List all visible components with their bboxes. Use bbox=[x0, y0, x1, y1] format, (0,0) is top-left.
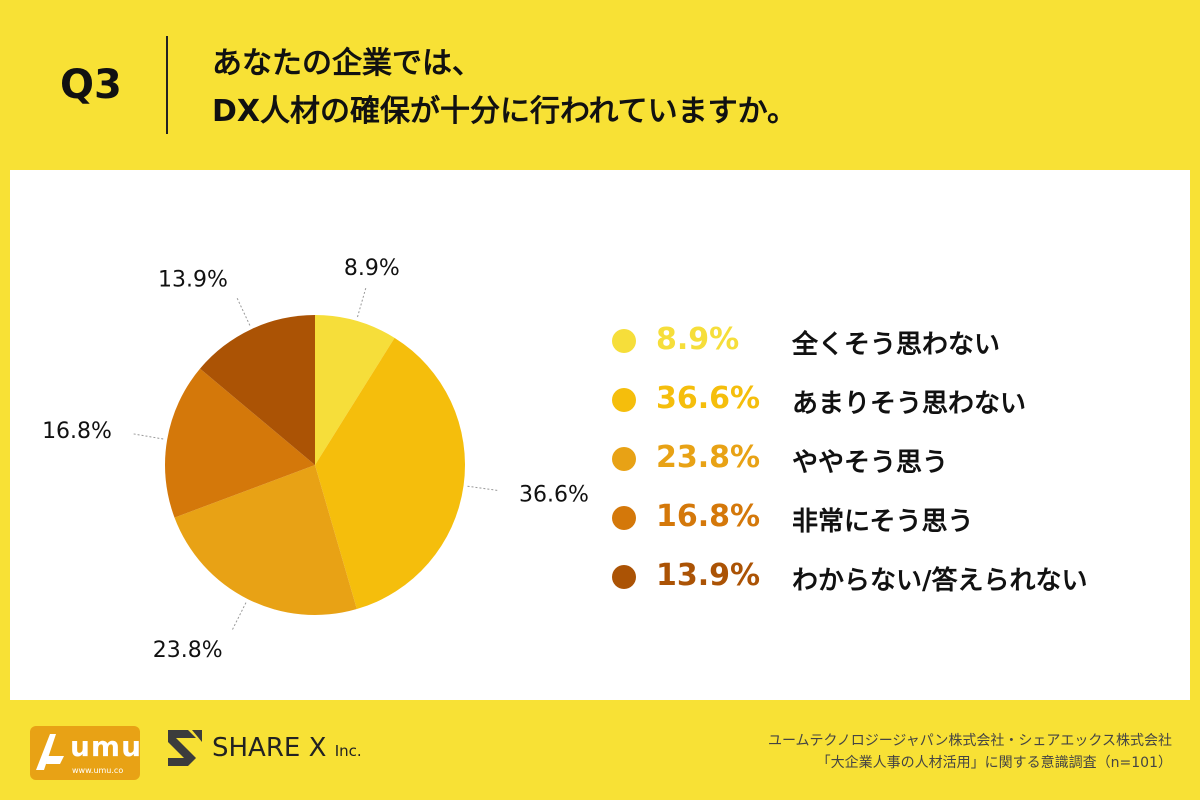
pie-slice bbox=[165, 368, 315, 518]
sharex-logo: SHARE X Inc. bbox=[162, 726, 382, 772]
question-header: Q3 あなたの企業では、 DX人材の確保が十分に行われていますか。 bbox=[0, 0, 1200, 170]
legend-percent: 23.8% bbox=[656, 440, 761, 475]
chart-panel: 8.9% 36.6% 23.8% 16.8% 13.9% 8.9% 全くそう思わない 3… bbox=[10, 170, 1190, 700]
legend-percent: 16.8% bbox=[656, 499, 761, 534]
sharex-logo-mark bbox=[168, 730, 202, 766]
legend-item-2: 36.6% あまりそう思わない bbox=[612, 381, 1172, 440]
legend-item-5: 13.9% わからない/答えられない bbox=[612, 558, 1172, 617]
legend-label: 全くそう思わない bbox=[792, 330, 1001, 360]
sharex-suffix: Inc. bbox=[334, 742, 362, 760]
legend-label: ややそう思う bbox=[792, 448, 949, 478]
legend: 8.9% 全くそう思わない 36.6% あまりそう思わない 23.8% ややそう… bbox=[612, 322, 1172, 617]
pie-slice bbox=[174, 465, 357, 615]
sharex-logo-text: SHARE X Inc. bbox=[212, 733, 362, 763]
leader-line bbox=[231, 602, 247, 632]
question-line-1: あなたの企業では、 bbox=[212, 46, 482, 81]
header-divider bbox=[166, 36, 168, 134]
legend-label: 非常にそう思う bbox=[792, 507, 974, 537]
leader-line bbox=[357, 286, 367, 318]
umu-logo-mark bbox=[30, 726, 140, 780]
leader-line bbox=[235, 296, 251, 326]
leader-line bbox=[131, 433, 164, 440]
legend-label: あまりそう思わない bbox=[792, 389, 1027, 419]
umu-logo-text: umu bbox=[70, 730, 143, 763]
legend-percent: 36.6% bbox=[656, 381, 761, 416]
legend-percent: 8.9% bbox=[656, 322, 740, 357]
legend-marker bbox=[612, 506, 636, 530]
umu-logo: umu www.umu.co bbox=[30, 726, 143, 780]
legend-percent: 13.9% bbox=[656, 558, 761, 593]
pie-chart: 8.9% 36.6% 23.8% 16.8% 13.9% bbox=[42, 256, 589, 663]
legend-item-1: 8.9% 全くそう思わない bbox=[612, 322, 1172, 381]
umu-logo-url: www.umu.co bbox=[72, 766, 124, 775]
data-label: 8.9% bbox=[344, 256, 400, 281]
sharex-name: SHARE X bbox=[212, 733, 327, 763]
legend-marker bbox=[612, 388, 636, 412]
pie-slice bbox=[200, 315, 315, 465]
pie-slice bbox=[315, 337, 466, 610]
legend-label: わからない/答えられない bbox=[792, 566, 1088, 596]
credit-line-1: ユームテクノロジージャパン株式会社・シェアエックス株式会社 bbox=[767, 733, 1172, 749]
question-text: あなたの企業では、 DX人材の確保が十分に行われていますか。 bbox=[212, 40, 797, 136]
legend-marker bbox=[612, 447, 636, 471]
data-label: 13.9% bbox=[158, 267, 228, 292]
pie-slice bbox=[315, 315, 395, 465]
question-number: Q3 bbox=[60, 62, 122, 108]
credit-line-2: 「大企業人事の人材活用」に関する意識調査（n=101） bbox=[816, 755, 1172, 771]
legend-item-3: 23.8% ややそう思う bbox=[612, 440, 1172, 499]
data-label: 36.6% bbox=[519, 482, 589, 507]
legend-item-4: 16.8% 非常にそう思う bbox=[612, 499, 1172, 558]
survey-credit: ユームテクノロジージャパン株式会社・シェアエックス株式会社 「大企業人事の人材活… bbox=[768, 730, 1172, 774]
legend-marker bbox=[612, 565, 636, 589]
data-label: 23.8% bbox=[153, 638, 223, 663]
data-label: 16.8% bbox=[42, 419, 112, 444]
legend-marker bbox=[612, 329, 636, 353]
question-line-2: DX人材の確保が十分に行われていますか。 bbox=[212, 94, 798, 129]
leader-line bbox=[467, 485, 500, 492]
